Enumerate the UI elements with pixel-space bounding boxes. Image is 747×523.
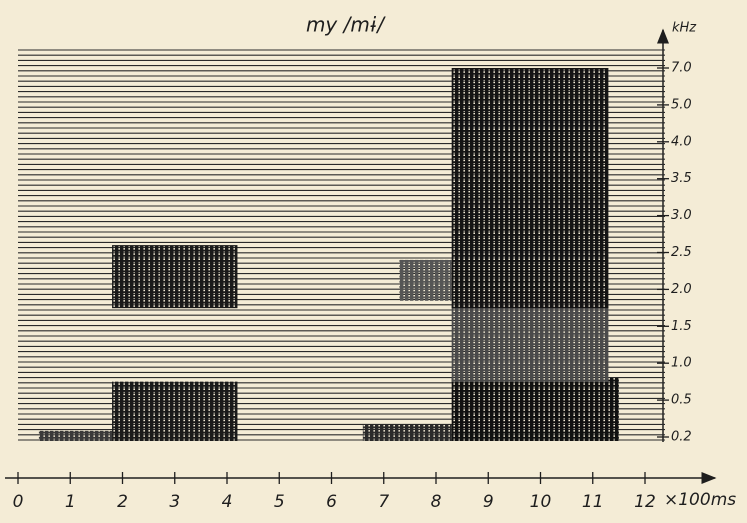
y-tick-label: 3.0 — [671, 208, 692, 223]
y-tick-label: 7.0 — [671, 61, 692, 76]
x-tick-label: 11 — [582, 492, 604, 512]
x-tick-label: 1 — [65, 492, 76, 512]
y-tick-label: 2.5 — [671, 245, 692, 260]
chart: my /mɨ/ kHz ×100ms 0.2 0.5 1.0 1.5 2.0 2.5 3.0… — [0, 0, 747, 519]
y-tick-label: 0.5 — [671, 393, 692, 408]
page: {"chart_data": { "type": "spectrogram", … — [0, 0, 747, 519]
x-tick-label: 8 — [431, 492, 442, 512]
x-tick-label: 12 — [634, 492, 656, 512]
x-tick-label: 5 — [274, 492, 285, 512]
x-tick-label: 4 — [222, 492, 233, 512]
y-tick-label: 2.0 — [671, 282, 692, 297]
energy-region — [112, 382, 237, 441]
energy-region — [39, 431, 112, 441]
y-tick-label: 1.5 — [671, 319, 692, 334]
y-tick-label: 0.2 — [671, 430, 692, 445]
x-tick-label: 6 — [326, 492, 337, 512]
y-tick-label: 4.0 — [671, 134, 692, 149]
x-tick-label: 3 — [169, 492, 180, 512]
energy-region — [452, 378, 619, 441]
chart-title: my /mɨ/ — [306, 13, 386, 37]
x-tick-label: 10 — [530, 492, 552, 512]
y-tick-label: 3.5 — [671, 171, 692, 186]
y-axis-label: kHz — [672, 21, 697, 36]
energy-region — [399, 260, 451, 301]
x-tick-label: 7 — [378, 492, 389, 512]
energy-region — [452, 68, 609, 308]
x-axis-label: ×100ms — [664, 490, 736, 510]
energy-region — [363, 425, 452, 441]
y-tick-label: 1.0 — [671, 356, 692, 371]
y-tick-label: 5.0 — [671, 97, 692, 112]
x-tick-label: 0 — [13, 492, 24, 512]
x-tick-label: 2 — [117, 492, 128, 512]
energy-region — [452, 304, 609, 382]
energy-region — [112, 245, 237, 308]
x-tick-label: 9 — [483, 492, 494, 512]
